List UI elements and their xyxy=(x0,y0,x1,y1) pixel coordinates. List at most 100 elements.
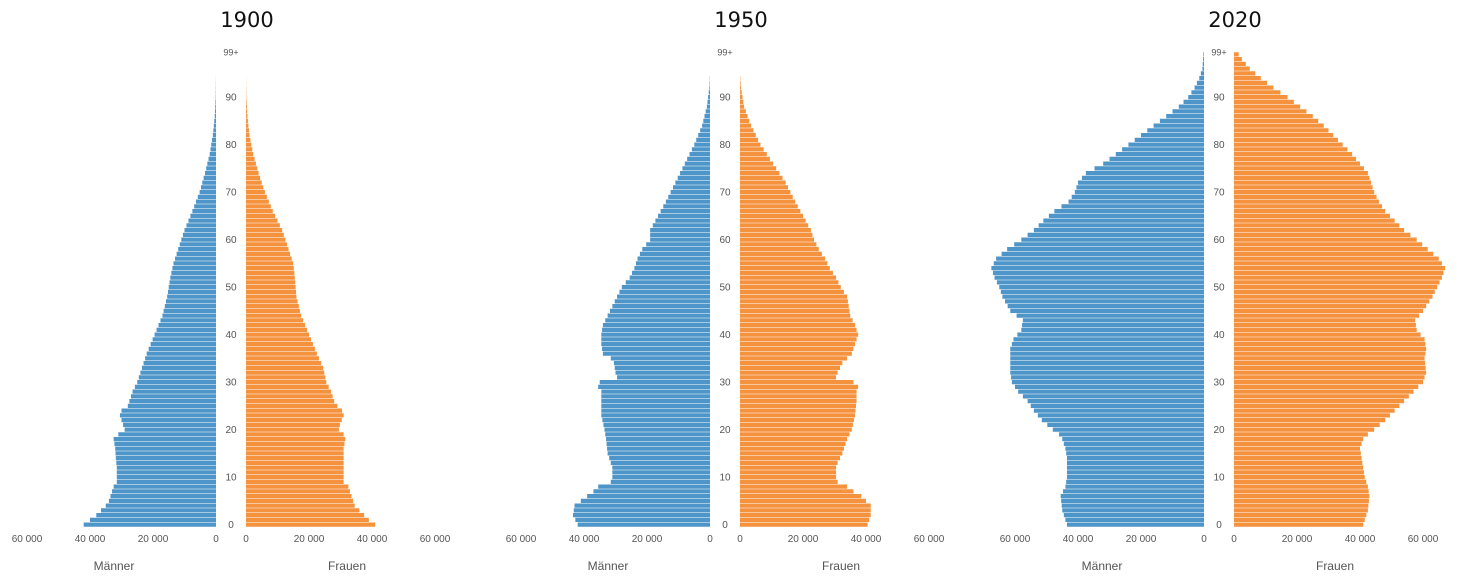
male-bar xyxy=(1103,162,1204,166)
x-tick-label: 40 000 xyxy=(75,534,106,545)
female-bar xyxy=(1234,352,1425,356)
male-bar xyxy=(673,185,710,189)
chart-title: 1950 xyxy=(494,8,988,32)
age-tick-label: 70 xyxy=(1213,188,1225,199)
female-bar xyxy=(246,489,350,493)
female-bar xyxy=(740,157,770,161)
female-bar xyxy=(740,271,833,275)
female-bar xyxy=(740,304,849,308)
female-bar xyxy=(246,352,317,356)
female-bar xyxy=(246,418,342,422)
female-bar xyxy=(740,432,849,436)
male-bar xyxy=(178,247,216,251)
female-bar xyxy=(1234,394,1409,398)
female-bar xyxy=(246,171,259,175)
age-tick-label: 30 xyxy=(225,378,237,389)
female-bar xyxy=(740,423,853,427)
female-bar xyxy=(246,124,248,128)
female-bar xyxy=(740,143,760,147)
male-axis-label: Männer xyxy=(1082,559,1123,573)
female-bar xyxy=(1234,409,1395,413)
female-bar xyxy=(1234,143,1343,147)
male-bar xyxy=(611,356,710,360)
female-bar xyxy=(246,508,359,512)
female-bar xyxy=(740,314,850,318)
x-tick-label: 0 xyxy=(707,534,713,545)
male-bar xyxy=(213,128,216,132)
male-bar xyxy=(157,328,216,332)
male-bar xyxy=(994,261,1204,265)
male-bar xyxy=(1188,95,1204,99)
age-tick-label: 80 xyxy=(719,140,731,151)
female-bar xyxy=(246,314,301,318)
male-bar xyxy=(1128,143,1204,147)
male-bar xyxy=(1066,480,1204,484)
x-tick-label: 60 000 xyxy=(12,534,43,545)
female-bar xyxy=(740,461,838,465)
male-bar xyxy=(687,157,710,161)
female-bar xyxy=(1234,442,1362,446)
female-bar xyxy=(1234,333,1421,337)
male-bar xyxy=(117,470,216,474)
male-bar xyxy=(601,413,710,417)
male-bar xyxy=(166,299,216,303)
female-bar xyxy=(246,200,269,204)
female-bar xyxy=(1234,399,1404,403)
female-bar xyxy=(1234,266,1445,270)
female-bar xyxy=(740,451,842,455)
male-bar xyxy=(1064,513,1204,517)
female-bar xyxy=(1234,109,1306,113)
male-bar xyxy=(183,233,216,237)
female-bar xyxy=(740,105,744,109)
male-bar xyxy=(116,461,216,465)
female-bar xyxy=(1234,347,1426,351)
male-bar xyxy=(204,176,216,180)
age-tick-label: 99+ xyxy=(717,48,732,58)
age-tick-label: 50 xyxy=(1213,283,1225,294)
female-bar xyxy=(246,504,355,508)
female-bar xyxy=(740,133,756,137)
female-bar xyxy=(1234,485,1368,489)
female-bar xyxy=(1234,233,1410,237)
male-bar xyxy=(214,119,216,123)
female-bar xyxy=(1234,100,1294,104)
female-bar xyxy=(1234,375,1425,379)
male-bar xyxy=(117,480,216,484)
male-bar xyxy=(153,337,216,341)
female-bar xyxy=(1234,504,1368,508)
age-tick-label: 90 xyxy=(719,93,731,104)
male-bar xyxy=(1062,437,1204,441)
male-bar xyxy=(135,385,216,389)
male-bar xyxy=(1086,171,1204,175)
female-bar xyxy=(740,347,853,351)
male-bar xyxy=(600,380,710,384)
x-tick-label: 60 000 xyxy=(420,534,451,545)
male-bar xyxy=(1078,181,1204,185)
female-bar xyxy=(740,366,840,370)
male-bar xyxy=(573,513,710,517)
female-bar xyxy=(1234,466,1363,470)
female-bar xyxy=(740,204,798,208)
female-bar xyxy=(1234,214,1390,218)
male-bar xyxy=(668,195,710,199)
male-bar xyxy=(110,494,216,498)
female-bar xyxy=(246,285,296,289)
male-bar xyxy=(145,356,216,360)
male-bar xyxy=(663,204,710,208)
male-bar xyxy=(608,451,710,455)
female-bar xyxy=(1234,366,1426,370)
female-bar xyxy=(246,480,344,484)
male-bar xyxy=(139,375,216,379)
male-bar xyxy=(1002,252,1204,256)
female-bar xyxy=(740,299,848,303)
male-bar xyxy=(1049,214,1204,218)
male-bar xyxy=(122,418,217,422)
x-tick-label: 60 000 xyxy=(1000,534,1031,545)
female-bar xyxy=(246,238,285,242)
female-bar xyxy=(246,333,309,337)
male-bar xyxy=(1054,209,1204,213)
male-bar xyxy=(215,100,216,104)
age-tick-label: 30 xyxy=(1213,378,1225,389)
